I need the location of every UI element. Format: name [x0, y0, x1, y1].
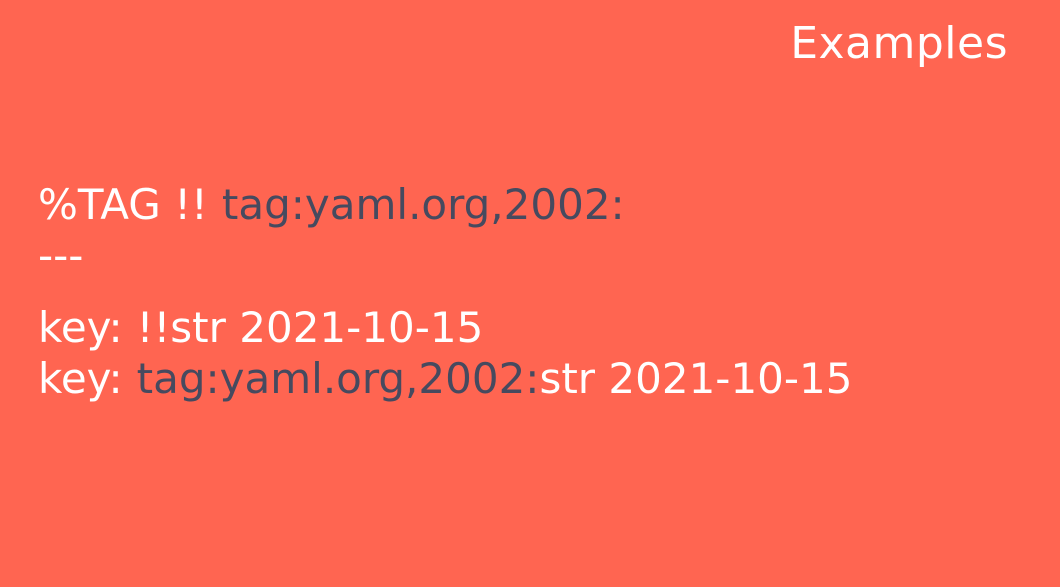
shorthand-value: !!str 2021-10-15 — [136, 303, 484, 352]
tag-directive-line: %TAG !! tag:yaml.org,2002: — [38, 180, 853, 231]
document-marker-line: --- — [38, 231, 853, 303]
expanded-tag-uri: tag:yaml.org,2002: — [136, 354, 540, 403]
expanded-tag-line: key: tag:yaml.org,2002:str 2021-10-15 — [38, 354, 853, 405]
slide-title: Examples — [790, 18, 1008, 69]
yaml-code-block: %TAG !! tag:yaml.org,2002: --- key: !!str … — [38, 180, 853, 405]
expanded-value: str 2021-10-15 — [539, 354, 853, 403]
document-marker: --- — [38, 231, 84, 280]
tag-uri: tag:yaml.org,2002: — [221, 180, 625, 229]
tag-directive: %TAG !! — [38, 180, 208, 229]
key-label: key: — [38, 303, 123, 352]
key-label: key: — [38, 354, 123, 403]
shorthand-tag-line: key: !!str 2021-10-15 — [38, 303, 853, 354]
